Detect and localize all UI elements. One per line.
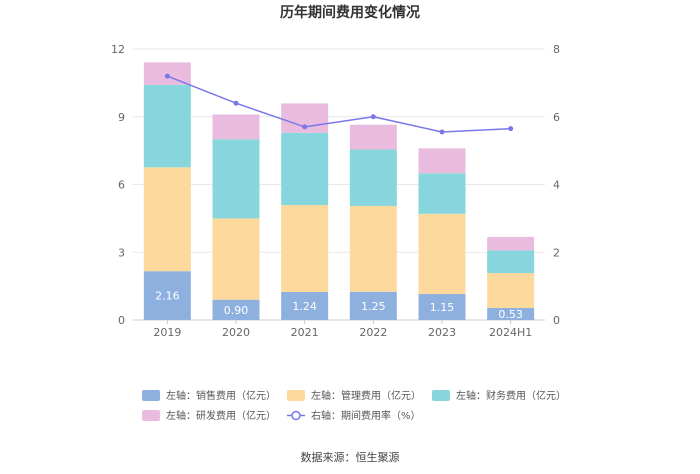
bar-segment[interactable] [212, 139, 260, 219]
bar-segment[interactable] [487, 250, 535, 274]
left-tick-label: 3 [118, 246, 125, 259]
legend-swatch [142, 410, 160, 421]
bar-value-label: 0.90 [224, 304, 249, 317]
line-point[interactable] [302, 124, 308, 130]
right-tick-label: 0 [553, 314, 560, 327]
line-point[interactable] [164, 73, 170, 79]
line-point[interactable] [233, 100, 239, 106]
line-point[interactable] [370, 114, 376, 120]
legend-swatch [287, 390, 305, 401]
bar-value-label: 2.16 [155, 290, 180, 303]
data-source: 数据来源：恒生聚源 [301, 450, 400, 464]
right-tick-label: 6 [553, 111, 560, 124]
bar-value-label: 1.24 [292, 300, 317, 313]
bar-value-label: 0.53 [498, 308, 523, 321]
bar-segment[interactable] [487, 308, 535, 320]
bar-segment[interactable] [212, 299, 260, 320]
right-tick-label: 8 [553, 43, 560, 56]
right-axis-ticks: 0 2 4 6 8 [553, 43, 560, 327]
left-tick-label: 9 [118, 111, 125, 124]
legend-swatch [142, 390, 160, 401]
bar-segment[interactable] [418, 213, 466, 295]
bar-segment[interactable] [281, 291, 329, 320]
x-tick-label: 2023 [428, 326, 456, 339]
bar-segment[interactable] [143, 271, 191, 320]
legend[interactable]: 左轴：销售费用（亿元） 左轴：管理费用（亿元） 左轴：财务费用（亿元） 左轴：研发费用… [142, 389, 566, 422]
left-tick-label: 6 [118, 179, 125, 192]
legend-label: 左轴：财务费用（亿元） [456, 389, 566, 402]
left-tick-label: 12 [111, 43, 125, 56]
bar-segment[interactable] [281, 132, 329, 206]
legend-item[interactable]: 左轴：管理费用（亿元） [287, 389, 421, 402]
right-tick-label: 2 [553, 246, 560, 259]
right-tick-label: 4 [553, 179, 560, 192]
x-axis-ticks: 2019 2020 2021 2022 2023 2024H1 [153, 320, 532, 339]
bar-value-label: 1.25 [361, 300, 386, 313]
x-tick-label: 2019 [153, 326, 181, 339]
line-path [167, 75, 511, 133]
bar-segment[interactable] [487, 273, 535, 309]
bar-segment[interactable] [143, 167, 191, 272]
line-series [164, 73, 514, 135]
left-axis-ticks: 0 3 6 9 12 [111, 43, 125, 327]
bar-segment[interactable] [418, 294, 466, 320]
chart-title: 历年期间费用变化情况 [280, 4, 420, 21]
legend-item[interactable]: 左轴：财务费用（亿元） [432, 389, 566, 402]
bars [143, 62, 535, 320]
legend-label: 左轴：管理费用（亿元） [311, 389, 421, 402]
legend-item[interactable]: 左轴：研发费用（亿元） [142, 409, 276, 422]
bar-segment[interactable] [418, 173, 466, 214]
bar-segment[interactable] [143, 84, 191, 168]
legend-item[interactable]: 右轴：期间费用率（%） [287, 409, 421, 422]
bar-segment[interactable] [418, 148, 466, 174]
legend-swatch [432, 390, 450, 401]
line-point[interactable] [508, 126, 514, 132]
line-point[interactable] [439, 129, 445, 135]
legend-label: 右轴：期间费用率（%） [311, 409, 421, 422]
bar-segment[interactable] [212, 114, 260, 140]
x-tick-label: 2024H1 [489, 326, 532, 339]
bar-segment[interactable] [349, 124, 397, 150]
bar-segment[interactable] [349, 149, 397, 206]
bar-segment[interactable] [349, 291, 397, 320]
bar-segment[interactable] [349, 205, 397, 292]
x-tick-label: 2020 [222, 326, 250, 339]
bar-segment[interactable] [487, 236, 535, 251]
bar-segment[interactable] [212, 218, 260, 300]
bar-value-label: 1.15 [430, 301, 455, 314]
x-tick-label: 2022 [359, 326, 387, 339]
bar-segment[interactable] [281, 205, 329, 292]
bar-labels: 2.16 0.90 1.24 1.25 1.15 0.53 [155, 290, 523, 321]
grid [133, 48, 545, 321]
legend-item[interactable]: 左轴：销售费用（亿元） [142, 389, 276, 402]
legend-label: 左轴：研发费用（亿元） [166, 409, 276, 422]
legend-label: 左轴：销售费用（亿元） [166, 389, 276, 402]
x-tick-label: 2021 [291, 326, 319, 339]
legend-line-marker [291, 410, 301, 421]
left-tick-label: 0 [118, 314, 125, 327]
